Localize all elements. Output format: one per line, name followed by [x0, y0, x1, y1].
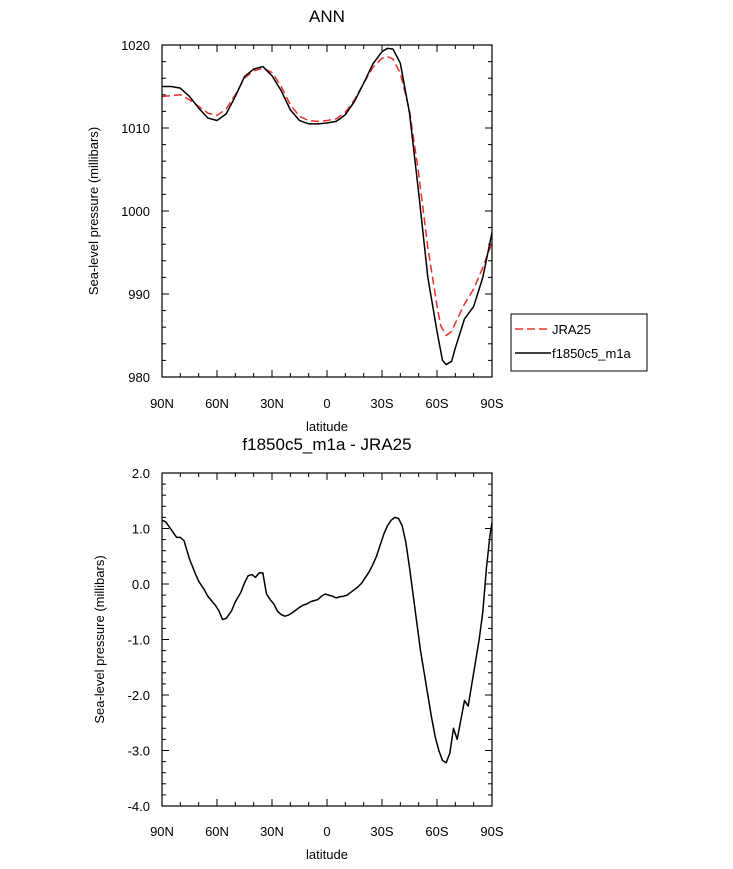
y-tick-label: 980 [128, 370, 150, 385]
chart-title: ANN [309, 7, 345, 26]
x-tick-label: 90S [480, 396, 503, 411]
x-tick-label: 90N [150, 396, 174, 411]
x-tick-label: 60N [205, 824, 229, 839]
x-tick-label: 30N [260, 396, 284, 411]
y-tick-label: 1020 [121, 38, 150, 53]
x-tick-label: 90N [150, 824, 174, 839]
y-tick-label: 0.0 [132, 577, 150, 592]
x-tick-label: 30N [260, 824, 284, 839]
series-line-f1850c5-m1a-jra25 [161, 516, 493, 764]
series-line-jra25 [161, 55, 493, 337]
plot-frame [161, 44, 493, 378]
y-tick-label: 1000 [121, 204, 150, 219]
chart-title: f1850c5_m1a - JRA25 [242, 435, 411, 454]
legend-label: JRA25 [552, 322, 591, 337]
x-tick-label: 60N [205, 396, 229, 411]
legend-label: f1850c5_m1a [552, 346, 632, 361]
y-tick-label: -1.0 [128, 633, 150, 648]
legend-box [510, 313, 648, 372]
x-tick-label: 0 [323, 824, 330, 839]
y-tick-label: -2.0 [128, 688, 150, 703]
x-axis-label: latitude [306, 847, 348, 862]
y-axis-label: Sea-level pressure (millibars) [86, 127, 101, 295]
plot-frame [161, 472, 493, 807]
y-axis-label: Sea-level pressure (millibars) [92, 555, 107, 723]
panel-ann: ANN latitude Sea-level pressure (millibars… [86, 7, 648, 434]
x-tick-label: 60S [425, 824, 448, 839]
x-tick-label: 90S [480, 824, 503, 839]
series-line-f1850c5-m1a [162, 47, 493, 366]
x-tick-label: 0 [323, 396, 330, 411]
y-tick-label: 1.0 [132, 522, 150, 537]
y-tick-label: 1010 [121, 121, 150, 136]
panel-difference: f1850c5_m1a - JRA25 latitude Sea-level pre… [92, 435, 504, 862]
x-tick-label: 30S [370, 824, 393, 839]
y-tick-label: 990 [128, 287, 150, 302]
x-tick-label: 30S [370, 396, 393, 411]
y-tick-label: -4.0 [128, 799, 150, 814]
x-axis-label: latitude [306, 419, 348, 434]
y-tick-label: 2.0 [132, 466, 150, 481]
legend: JRA25 f1850c5_m1a [510, 313, 648, 372]
x-tick-label: 60S [425, 396, 448, 411]
y-tick-label: -3.0 [128, 744, 150, 759]
